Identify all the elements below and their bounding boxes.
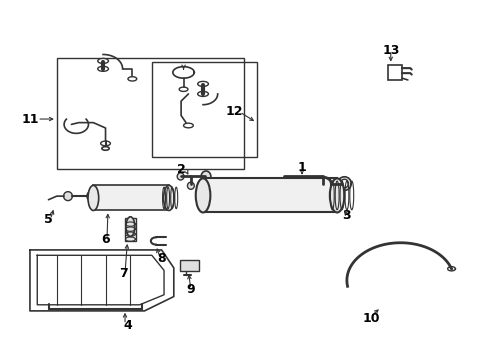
Ellipse shape <box>340 179 347 188</box>
Ellipse shape <box>126 217 135 237</box>
Ellipse shape <box>197 81 208 86</box>
Text: 3: 3 <box>342 210 350 222</box>
Ellipse shape <box>101 141 110 146</box>
Text: 6: 6 <box>101 233 110 246</box>
Ellipse shape <box>163 185 174 211</box>
Text: 5: 5 <box>44 213 53 226</box>
Ellipse shape <box>337 177 350 190</box>
Text: 1: 1 <box>297 161 306 174</box>
Ellipse shape <box>98 66 108 71</box>
Bar <box>93 185 168 211</box>
Text: 12: 12 <box>225 105 243 118</box>
Ellipse shape <box>98 58 108 63</box>
Ellipse shape <box>197 91 208 96</box>
Text: 7: 7 <box>119 267 128 280</box>
Bar <box>57 58 244 169</box>
Ellipse shape <box>63 192 72 201</box>
Ellipse shape <box>187 182 194 189</box>
Ellipse shape <box>195 179 210 212</box>
Bar <box>180 260 198 271</box>
Ellipse shape <box>128 77 137 81</box>
Text: 13: 13 <box>381 44 399 57</box>
Bar <box>125 218 136 241</box>
Ellipse shape <box>183 123 193 128</box>
Ellipse shape <box>88 185 99 211</box>
Bar <box>203 178 336 212</box>
Ellipse shape <box>179 87 187 91</box>
Text: 10: 10 <box>362 311 379 325</box>
Ellipse shape <box>329 179 344 212</box>
Text: 2: 2 <box>176 163 185 176</box>
Text: 11: 11 <box>21 113 39 126</box>
Ellipse shape <box>177 173 183 180</box>
Bar <box>387 65 401 80</box>
Ellipse shape <box>87 191 97 201</box>
Bar <box>152 62 256 157</box>
Text: 4: 4 <box>123 319 132 332</box>
Ellipse shape <box>102 147 109 150</box>
Text: 9: 9 <box>186 283 195 296</box>
Ellipse shape <box>201 171 210 182</box>
Text: 8: 8 <box>157 252 165 265</box>
